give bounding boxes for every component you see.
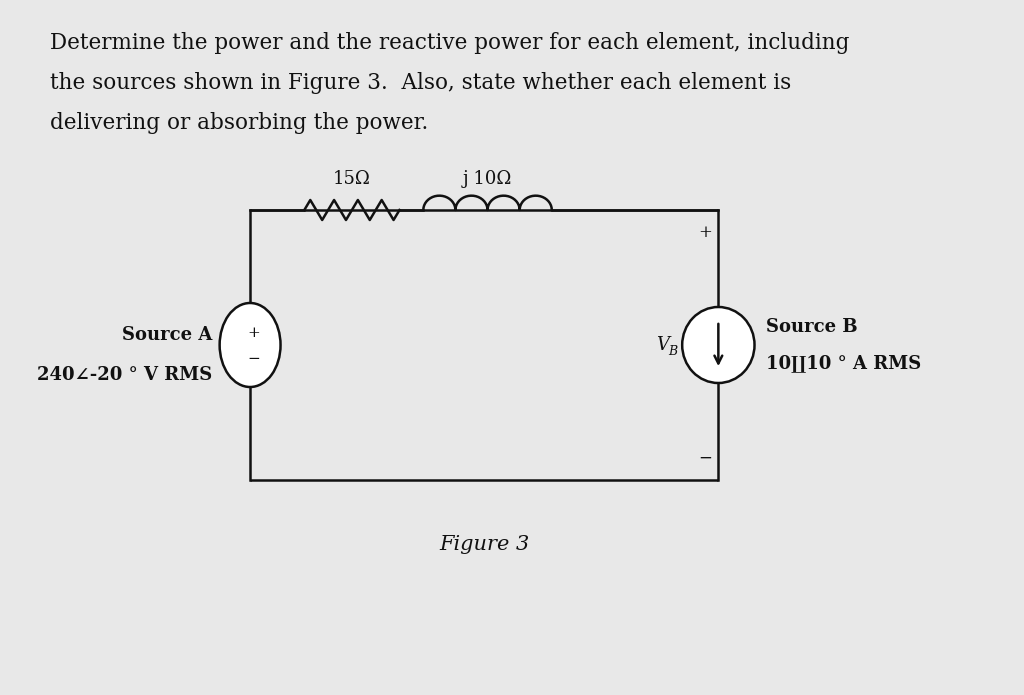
Text: −: − xyxy=(248,352,260,366)
Text: delivering or absorbing the power.: delivering or absorbing the power. xyxy=(50,112,428,134)
Text: −: − xyxy=(698,450,712,466)
Text: V: V xyxy=(655,336,669,354)
Text: +: + xyxy=(248,326,260,340)
Text: B: B xyxy=(669,345,678,357)
Ellipse shape xyxy=(219,303,281,387)
Text: 240∠-20 ° V RMS: 240∠-20 ° V RMS xyxy=(37,366,212,384)
Circle shape xyxy=(682,307,755,383)
Text: +: + xyxy=(698,224,712,240)
Text: Figure 3: Figure 3 xyxy=(439,535,529,554)
Text: the sources shown in Figure 3.  Also, state whether each element is: the sources shown in Figure 3. Also, sta… xyxy=(50,72,792,94)
Text: 10∐10 ° A RMS: 10∐10 ° A RMS xyxy=(766,354,922,372)
Text: Source B: Source B xyxy=(766,318,857,336)
Text: Determine the power and the reactive power for each element, including: Determine the power and the reactive pow… xyxy=(50,32,850,54)
Text: 15Ω: 15Ω xyxy=(333,170,371,188)
Text: Source A: Source A xyxy=(122,326,212,344)
Text: j 10Ω: j 10Ω xyxy=(463,170,512,188)
